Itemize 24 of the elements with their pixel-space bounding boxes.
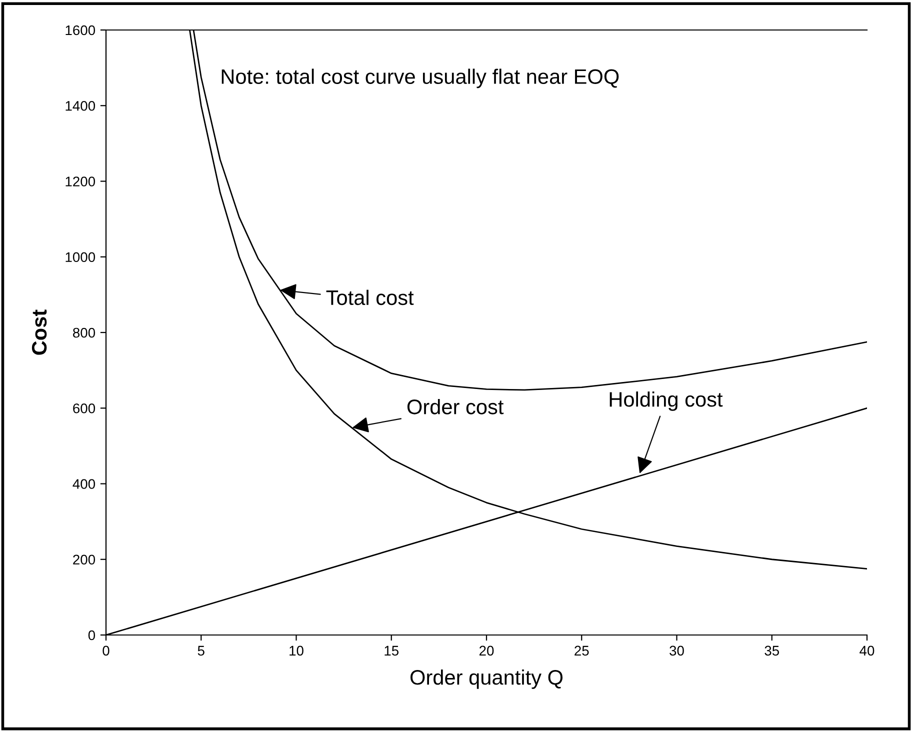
annotation: Total cost bbox=[326, 290, 414, 306]
x-tick-label: 30 bbox=[670, 646, 684, 656]
y-tick-label: 1200 bbox=[66, 176, 96, 186]
y-axis-title: Cost bbox=[32, 310, 47, 355]
x-tick-label: 15 bbox=[384, 646, 399, 656]
y-tick-label: 200 bbox=[73, 554, 96, 565]
x-axis-title: Order quantity Q bbox=[410, 669, 563, 689]
y-tick-label: 800 bbox=[73, 328, 96, 338]
x-tick-label: 10 bbox=[290, 646, 304, 656]
x-tick-label: 35 bbox=[764, 646, 780, 656]
y-tick-label: 600 bbox=[73, 403, 96, 414]
y-tick-label: 0 bbox=[88, 630, 96, 640]
y-tick-label: 1600 bbox=[66, 25, 96, 36]
annotation: Order cost bbox=[407, 399, 504, 414]
y-tick-label: 1400 bbox=[66, 100, 96, 111]
x-tick-label: 20 bbox=[479, 646, 494, 656]
y-tick-label: 1000 bbox=[66, 252, 96, 262]
y-tick-label: 400 bbox=[72, 479, 96, 489]
x-tick-label: 40 bbox=[860, 646, 874, 656]
annotation: Holding cost bbox=[610, 391, 723, 411]
x-tick-label: 25 bbox=[574, 646, 589, 656]
x-tick-label: 5 bbox=[198, 646, 204, 656]
x-tick-label: 0 bbox=[102, 646, 110, 656]
annotation: Note: total cost curve usually flat near EOQ bbox=[222, 68, 619, 88]
